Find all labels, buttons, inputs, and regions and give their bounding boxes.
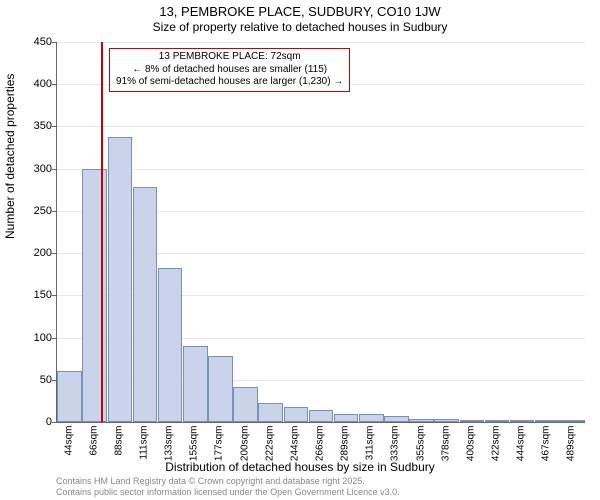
histogram-bar <box>460 420 485 422</box>
gridline <box>57 169 585 170</box>
chart-container: 13, PEMBROKE PLACE, SUDBURY, CO10 1JW Si… <box>0 0 600 500</box>
y-tick-label: 250 <box>34 205 52 217</box>
histogram-bar <box>535 420 560 422</box>
y-tick-label: 200 <box>34 247 52 259</box>
histogram-bar <box>384 416 409 422</box>
y-tick-label: 400 <box>34 78 52 90</box>
y-axis-label: Number of detached properties <box>3 74 17 239</box>
histogram-bar <box>309 410 334 422</box>
annotation-line3: 91% of semi-detached houses are larger (… <box>116 76 343 89</box>
x-axis-label: Distribution of detached houses by size … <box>0 460 600 474</box>
y-tick-label: 150 <box>34 289 52 301</box>
histogram-bar <box>434 419 459 422</box>
chart-title-line2: Size of property relative to detached ho… <box>0 20 600 34</box>
annotation-box: 13 PEMBROKE PLACE: 72sqm← 8% of detached… <box>109 48 350 92</box>
histogram-bar <box>359 414 384 422</box>
y-tick-mark <box>52 84 56 85</box>
y-tick-mark <box>52 380 56 381</box>
plot-area: 13 PEMBROKE PLACE: 72sqm← 8% of detached… <box>56 42 585 423</box>
y-tick-label: 100 <box>34 332 52 344</box>
y-tick-label: 300 <box>34 163 52 175</box>
gridline <box>57 42 585 43</box>
histogram-bar <box>560 420 585 422</box>
y-tick-mark <box>52 338 56 339</box>
attribution-line1: Contains HM Land Registry data © Crown c… <box>56 476 400 487</box>
y-tick-mark <box>52 211 56 212</box>
histogram-bar <box>82 169 107 422</box>
histogram-bar <box>208 356 233 422</box>
histogram-bar <box>334 414 359 422</box>
attribution-line2: Contains public sector information licen… <box>56 487 400 498</box>
y-tick-mark <box>52 295 56 296</box>
histogram-bar <box>183 346 208 422</box>
histogram-bar <box>409 419 434 422</box>
attribution-text: Contains HM Land Registry data © Crown c… <box>56 476 400 498</box>
histogram-bar <box>485 420 510 422</box>
y-tick-mark <box>52 126 56 127</box>
histogram-bar <box>233 387 258 422</box>
reference-line <box>101 42 103 422</box>
histogram-bar <box>133 187 158 422</box>
histogram-bar <box>258 403 283 422</box>
histogram-bar <box>108 137 133 422</box>
y-tick-mark <box>52 42 56 43</box>
histogram-bar <box>284 407 309 422</box>
y-tick-mark <box>52 422 56 423</box>
histogram-bar <box>57 371 82 422</box>
y-tick-label: 450 <box>34 36 52 48</box>
annotation-line2: ← 8% of detached houses are smaller (115… <box>116 64 343 77</box>
y-tick-mark <box>52 253 56 254</box>
histogram-bar <box>158 268 183 422</box>
chart-title-line1: 13, PEMBROKE PLACE, SUDBURY, CO10 1JW <box>0 4 600 19</box>
gridline <box>57 126 585 127</box>
annotation-line1: 13 PEMBROKE PLACE: 72sqm <box>116 51 343 64</box>
histogram-bar <box>510 420 535 422</box>
y-tick-label: 350 <box>34 120 52 132</box>
y-tick-label: 50 <box>40 374 52 386</box>
y-tick-mark <box>52 169 56 170</box>
